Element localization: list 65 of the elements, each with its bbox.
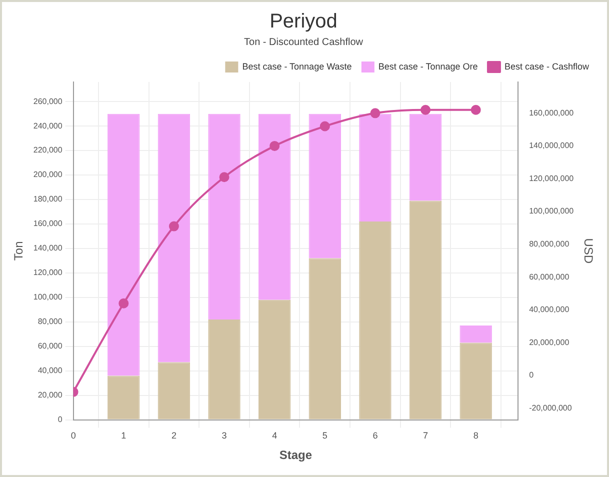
y-tick-label: 220,000 — [33, 146, 63, 155]
x-tick-label: 5 — [322, 430, 328, 441]
point — [370, 108, 380, 118]
y-tick-label: 100,000 — [33, 292, 63, 302]
x-tick-label: 4 — [272, 430, 278, 441]
y-tick-label: 180,000 — [33, 194, 63, 204]
y2-tick-label: 20,000,000 — [529, 338, 570, 347]
bar — [460, 342, 492, 420]
legend-label: Best case - Tonnage Waste — [242, 61, 352, 72]
point — [219, 172, 230, 182]
y-tick-label: 0 — [58, 415, 63, 424]
y2-tick-label: 120,000,000 — [529, 174, 574, 183]
y-tick-label: 140,000 — [33, 244, 63, 253]
point — [118, 298, 129, 308]
bar — [409, 200, 442, 420]
bar — [108, 376, 140, 420]
point — [320, 121, 330, 132]
bar — [359, 114, 392, 222]
y2-tick-label: 140,000,000 — [529, 141, 574, 150]
x-tick-label: 0 — [70, 430, 76, 441]
y2-tick-label: 0 — [529, 370, 534, 380]
bar — [308, 258, 341, 420]
bar — [308, 114, 341, 258]
bar — [409, 114, 442, 201]
bar — [158, 362, 190, 420]
y-axis-title: Ton — [12, 241, 26, 261]
chart-title: Periyod — [270, 10, 338, 33]
bar — [208, 319, 240, 420]
bar — [258, 300, 291, 420]
bar — [208, 114, 240, 320]
y2-tick-label: -20,000,000 — [529, 404, 572, 413]
x-tick-label: 1 — [121, 430, 126, 441]
y2-tick-label: 40,000,000 — [529, 305, 570, 314]
y-tick-label: 60,000 — [38, 342, 63, 351]
y-tick-label: 40,000 — [38, 366, 63, 376]
y2-tick-label: 160,000,000 — [529, 108, 574, 118]
y-tick-label: 240,000 — [33, 121, 63, 130]
y2-axis-title: USD — [581, 238, 596, 264]
legend-label: Best case - Tonnage Ore — [378, 61, 478, 72]
bar — [258, 114, 291, 300]
y-tick-label: 20,000 — [38, 390, 63, 400]
bar — [108, 114, 140, 376]
x-tick-label: 8 — [473, 430, 478, 441]
x-tick-label: 6 — [372, 430, 378, 441]
y2-tick-label: 100,000,000 — [529, 206, 574, 216]
y-tick-label: 120,000 — [33, 268, 63, 278]
x-tick-label: 7 — [423, 430, 428, 441]
bar — [158, 114, 190, 362]
y-tick-label: 260,000 — [33, 96, 63, 106]
chart-subtitle: Ton - Discounted Cashflow — [244, 36, 364, 48]
y2-tick-label: 80,000,000 — [529, 240, 570, 249]
x-tick-label: 3 — [222, 430, 227, 441]
y-tick-label: 200,000 — [33, 170, 63, 180]
point — [420, 104, 431, 115]
bar — [359, 222, 392, 420]
y-tick-label: 160,000 — [33, 219, 63, 228]
y2-tick-label: 60,000,000 — [529, 272, 570, 282]
y-tick-label: 80,000 — [38, 317, 63, 326]
point — [168, 221, 179, 232]
x-tick-label: 2 — [171, 430, 176, 441]
point — [470, 104, 481, 115]
bar — [460, 326, 492, 343]
x-axis-title: Stage — [279, 448, 312, 462]
legend-label: Best case - Cashflow — [504, 61, 590, 72]
point — [270, 140, 280, 151]
